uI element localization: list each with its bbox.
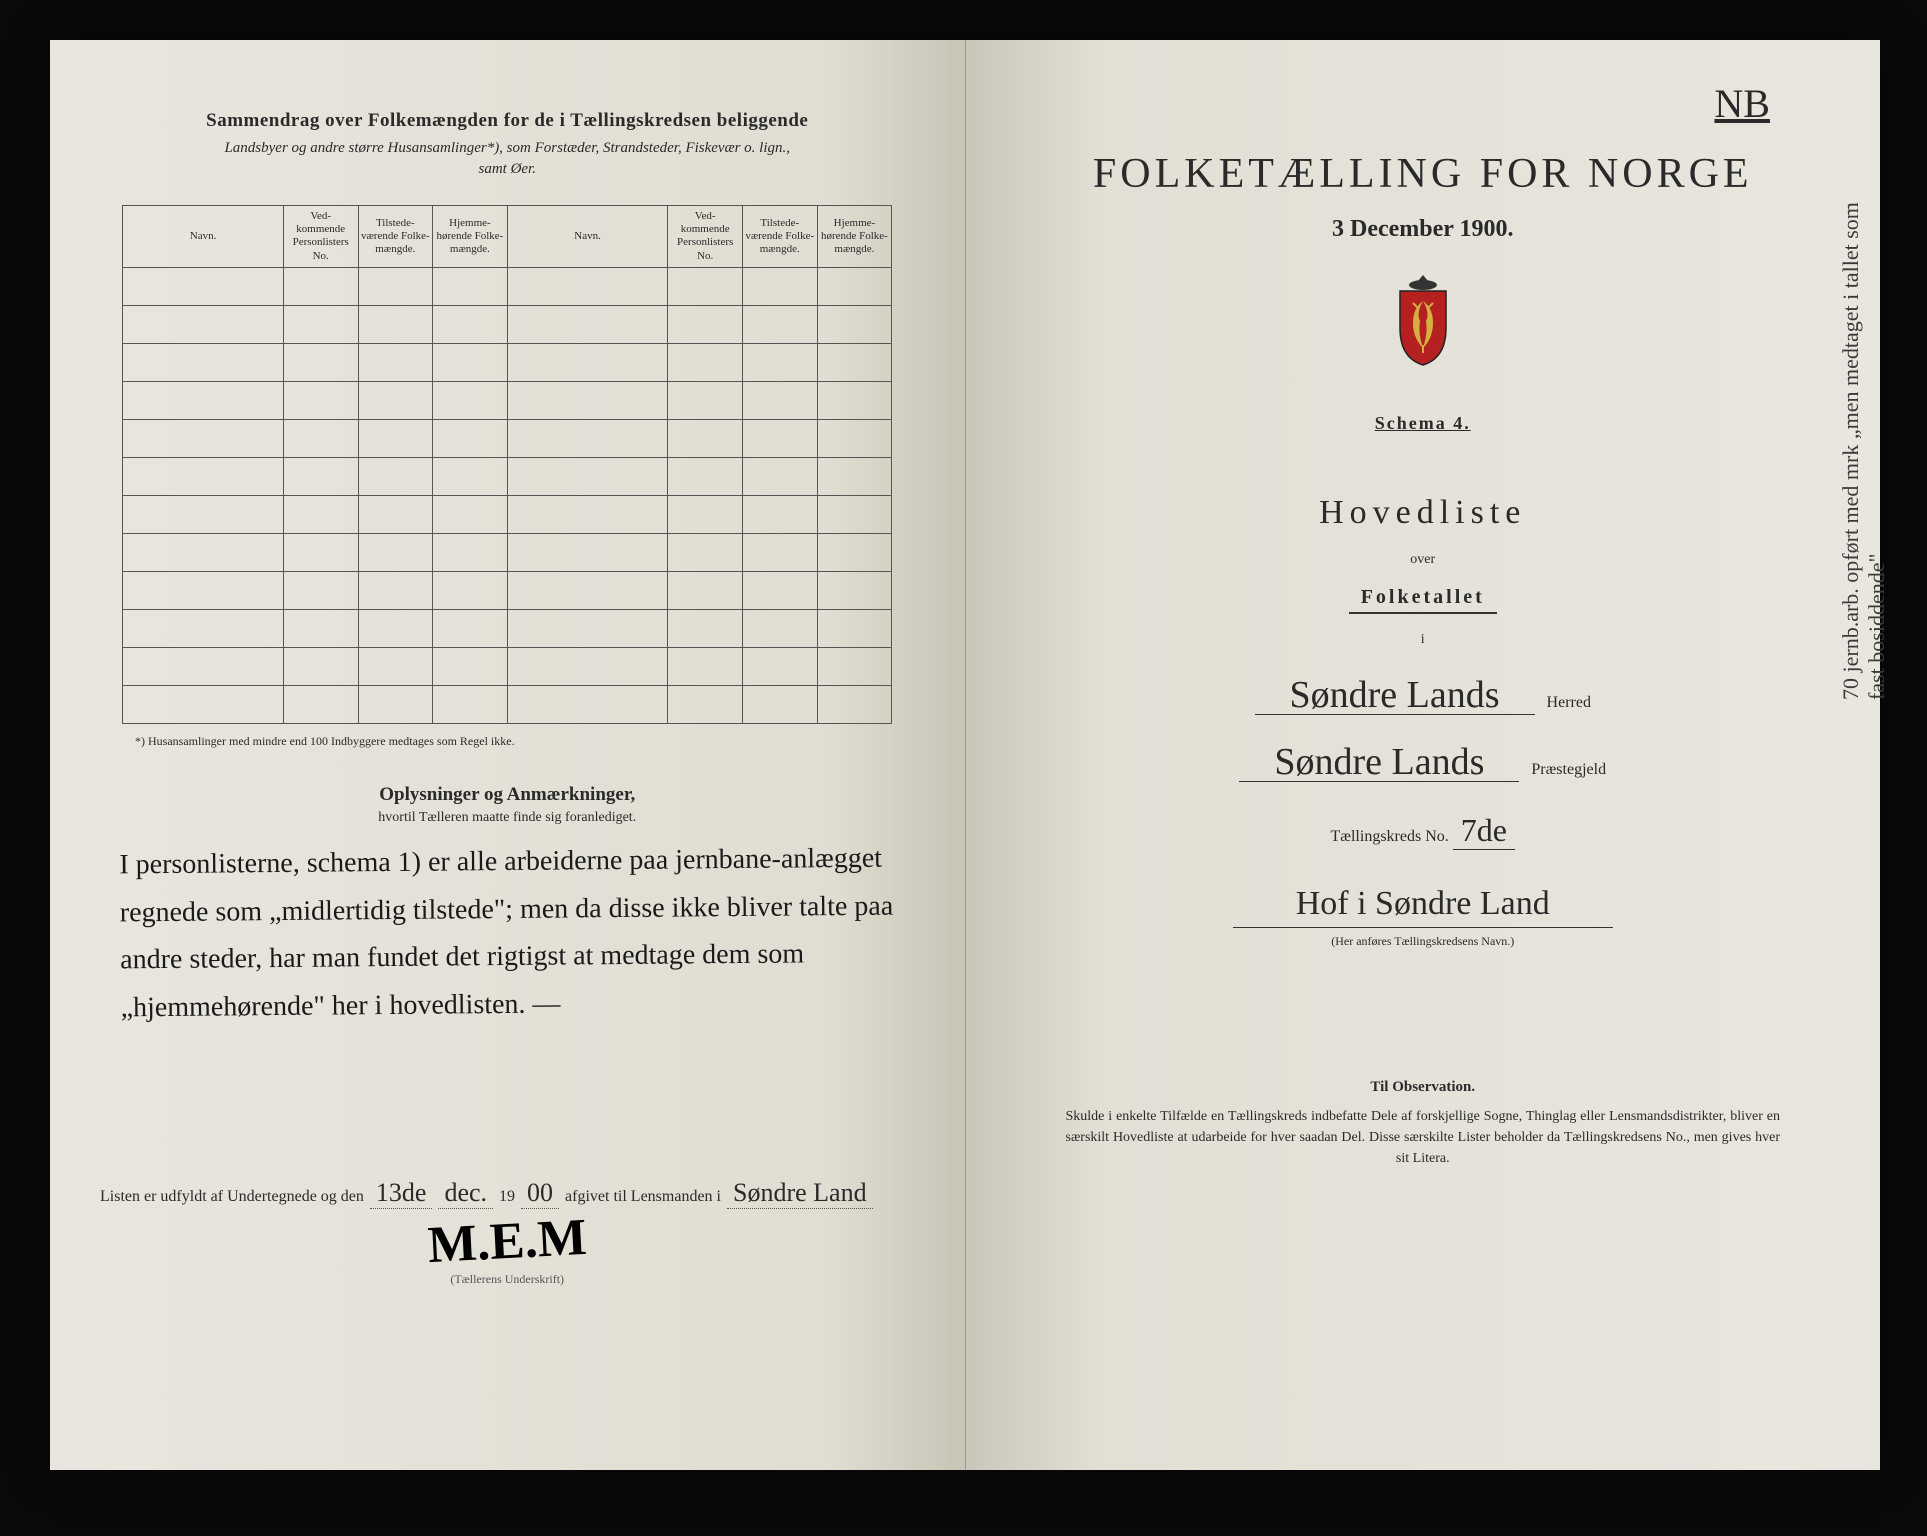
schema-label: Schema 4. — [1016, 413, 1831, 434]
summary-sub-line2: samt Øer. — [478, 161, 536, 177]
margin-handwriting: 70 jernb.arb. opført med mrk „men medtag… — [1838, 180, 1862, 700]
th-hjemme-2: Hjemme-hørende Folke-mængde. — [817, 206, 892, 268]
table-row — [123, 457, 892, 495]
observation-title: Til Observation. — [1016, 1079, 1831, 1096]
praestegjeld-handwriting: Søndre Lands — [1239, 743, 1519, 782]
table-row — [123, 381, 892, 419]
nb-annotation: NB — [1714, 80, 1770, 127]
table-row — [123, 609, 892, 647]
observation-text: Skulde i enkelte Tilfælde en Tællingskre… — [1066, 1106, 1781, 1169]
herred-label: Herred — [1547, 694, 1591, 712]
th-tilst-1: Tilstede-værende Folke-mængde. — [358, 206, 433, 268]
kreds-number: 7de — [1453, 812, 1515, 850]
listen-year-hw: 00 — [521, 1178, 559, 1209]
th-vedk-2: Ved-kommende Personlisters No. — [668, 206, 743, 268]
listen-month: dec. — [438, 1178, 493, 1209]
summary-sub-line1: Landsbyer og andre større Husansamlinger… — [224, 140, 790, 156]
table-row — [123, 267, 892, 305]
table-row — [123, 533, 892, 571]
over-label: over — [1016, 552, 1831, 568]
table-row — [123, 305, 892, 343]
remarks-subtitle: hvortil Tælleren maatte finde sig foranl… — [100, 810, 915, 826]
left-page: Sammendrag over Folkemængden for de i Tæ… — [50, 40, 966, 1470]
summary-title: Sammendrag over Folkemængden for de i Tæ… — [100, 110, 915, 132]
table-footnote: *) Husansamlinger med mindre end 100 Ind… — [135, 734, 915, 749]
table-row — [123, 419, 892, 457]
kreds-name-note: (Her anføres Tællingskredsens Navn.) — [1016, 934, 1831, 949]
listen-prefix: Listen er udfyldt af Undertegnede og den — [100, 1188, 364, 1206]
listen-day: 13de — [370, 1178, 433, 1209]
table-row — [123, 685, 892, 723]
herred-line: Søndre Lands Herred — [1016, 676, 1831, 715]
herred-handwriting: Søndre Lands — [1255, 676, 1535, 715]
main-title: FOLKETÆLLING FOR NORGE — [1016, 150, 1831, 198]
kreds-number-line: Tællingskreds No. 7de — [1016, 812, 1831, 850]
th-tilst-2: Tilstede-værende Folke-mængde. — [742, 206, 817, 268]
table-row — [123, 571, 892, 609]
hovedliste-title: Hovedliste — [1016, 494, 1831, 532]
kreds-name-handwriting: Hof i Søndre Land — [1233, 885, 1613, 928]
folketallet-label: Folketallet — [1349, 586, 1497, 614]
table-row — [123, 495, 892, 533]
th-vedk-1: Ved-kommende Personlisters No. — [283, 206, 358, 268]
i-label: i — [1016, 632, 1831, 648]
summary-table: Navn. Ved-kommende Personlisters No. Til… — [122, 205, 892, 724]
document-spread: Sammendrag over Folkemængden for de i Tæ… — [50, 40, 1880, 1470]
summary-subtitle: Landsbyer og andre større Husansamlinger… — [100, 138, 915, 180]
right-page: NB 70 jernb.arb. opført med mrk „men med… — [966, 40, 1881, 1470]
table-row — [123, 647, 892, 685]
listen-mid: afgivet til Lensmanden i — [565, 1188, 721, 1206]
th-navn-2: Navn. — [507, 206, 668, 268]
table-row — [123, 343, 892, 381]
th-hjemme-1: Hjemme-hørende Folke-mængde. — [433, 206, 508, 268]
title-block: FOLKETÆLLING FOR NORGE 3 December 1900. … — [1016, 80, 1831, 1169]
listen-year-prefix: 19 — [499, 1188, 515, 1206]
praestegjeld-line: Søndre Lands Præstegjeld — [1016, 743, 1831, 782]
praestegjeld-label: Præstegjeld — [1531, 761, 1606, 779]
summary-table-body — [123, 267, 892, 723]
th-navn-1: Navn. — [123, 206, 284, 268]
census-date: 3 December 1900. — [1016, 216, 1831, 243]
coat-of-arms-icon — [1388, 273, 1458, 368]
remarks-handwriting: I personlisterne, schema 1) er alle arbe… — [119, 834, 895, 1031]
remarks-title: Oplysninger og Anmærkninger, — [100, 784, 915, 806]
kreds-label: Tællingskreds No. — [1331, 828, 1449, 845]
